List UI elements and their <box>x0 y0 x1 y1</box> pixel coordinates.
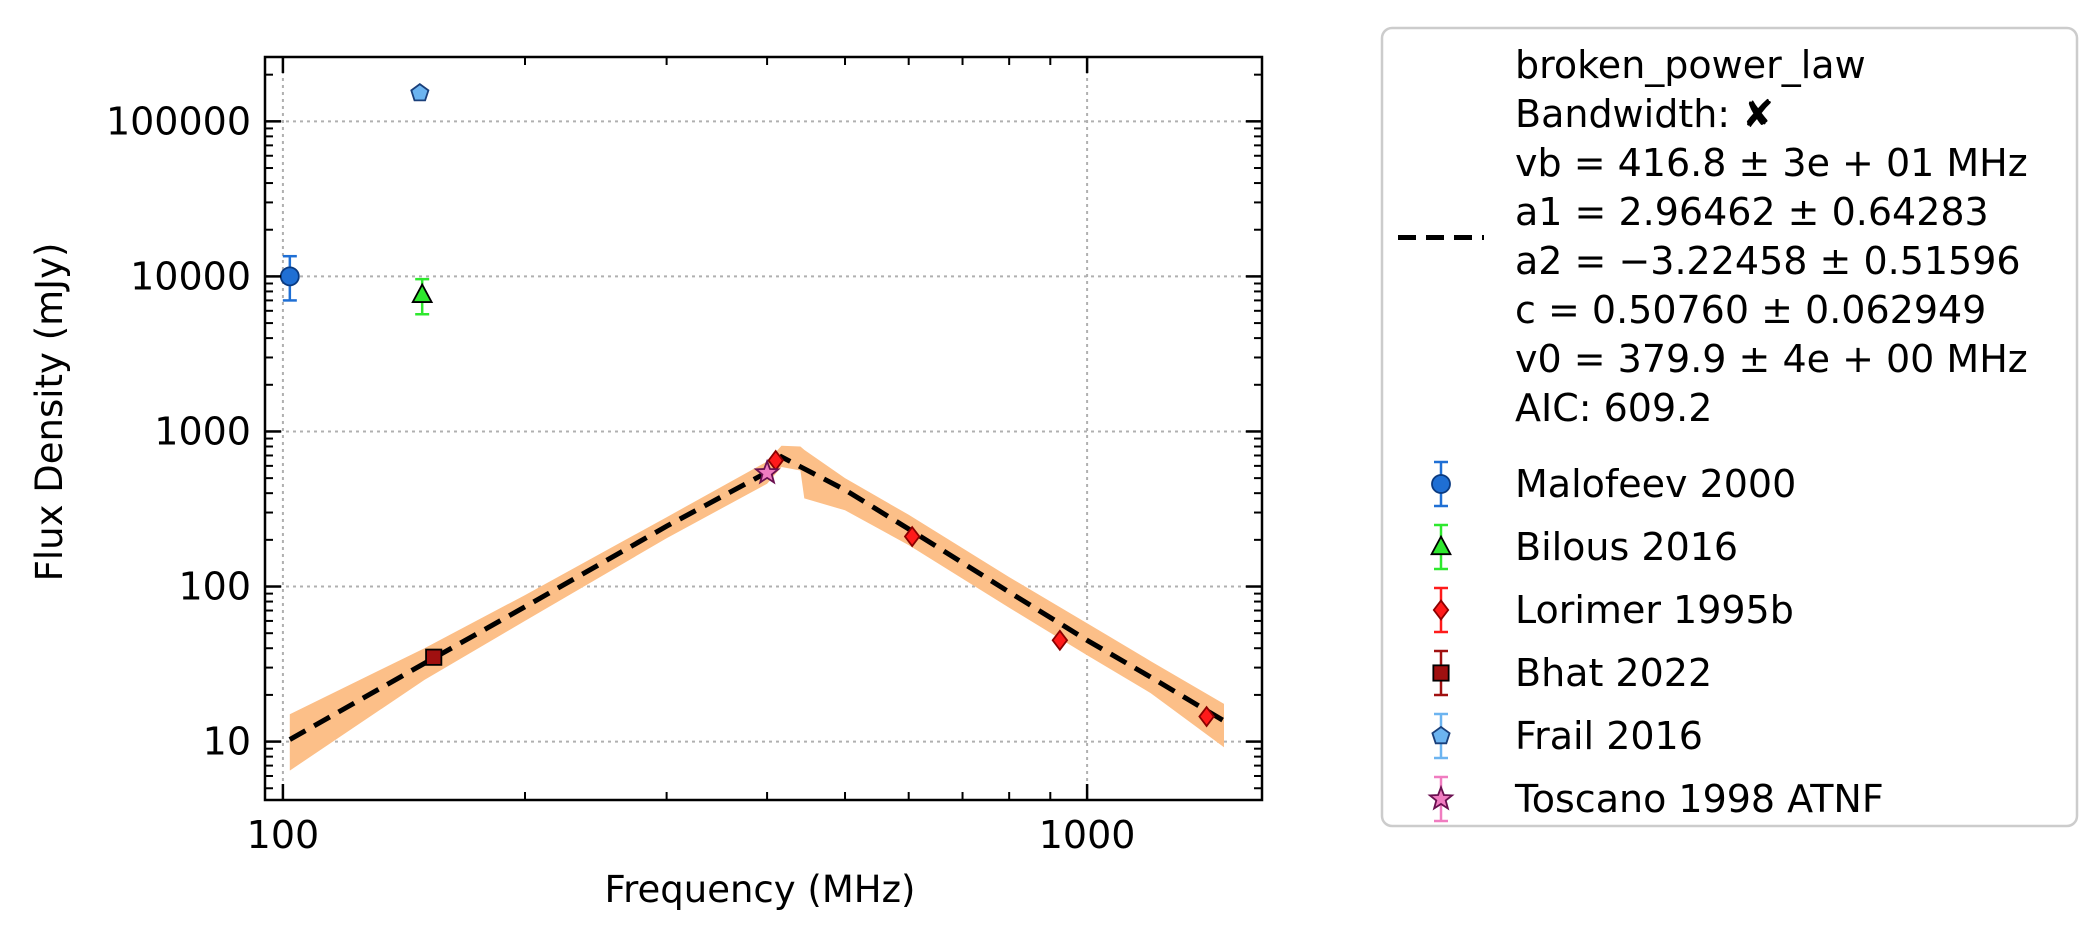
legend-fit-text-line: c = 0.50760 ± 0.062949 <box>1515 288 1986 332</box>
legend-marker <box>1430 534 1452 556</box>
data-point <box>410 82 430 102</box>
series-1 <box>411 277 434 316</box>
data-point <box>279 266 300 287</box>
data-point <box>425 648 443 666</box>
legend-marker <box>1431 725 1451 745</box>
legend-label: Toscano 1998 ATNF <box>1514 777 1884 821</box>
legend-marker <box>1427 784 1455 811</box>
legend-fit-text-line: a1 = 2.96462 ± 0.64283 <box>1515 190 1989 234</box>
legend-entry: Malofeev 2000 <box>1431 460 1796 508</box>
plot-area <box>265 57 1262 800</box>
fit-uncertainty-band <box>289 445 1224 771</box>
data-point <box>1051 629 1069 652</box>
plot-content <box>265 57 1262 800</box>
data-point <box>1198 705 1215 728</box>
fit-line <box>288 453 1226 742</box>
legend-label: Frail 2016 <box>1515 714 1703 758</box>
legend-fit-text-line: AIC: 609.2 <box>1515 386 1712 430</box>
legend-box <box>1380 26 2079 828</box>
data-point <box>903 525 921 548</box>
x-tick-label: 100 <box>247 813 320 857</box>
y-tick-label: 10000 <box>130 254 251 298</box>
legend-label: Bhat 2022 <box>1515 651 1712 695</box>
y-tick-label: 10 <box>203 720 251 764</box>
legend-marker <box>1432 599 1450 621</box>
y-tick-label: 100 <box>178 565 251 609</box>
legend-entry: Toscano 1998 ATNF <box>1427 775 1884 823</box>
data-point <box>411 282 434 303</box>
legend-entry: Frail 2016 <box>1431 712 1703 760</box>
legend-entry-fit: broken_power_law Bandwidth: ✘ vb = 416.8 ±… <box>1398 43 2028 430</box>
legend-marker <box>1432 664 1450 682</box>
plot-frame <box>263 55 1264 802</box>
legend-entry: Bhat 2022 <box>1432 649 1712 697</box>
series-0 <box>279 254 300 302</box>
y-axis-label: Flux Density (mJy) <box>28 243 71 582</box>
legend-label: Bilous 2016 <box>1515 525 1738 569</box>
x-axis-label: Frequency (MHz) <box>605 868 916 911</box>
legend-fit-text-line: vb = 416.8 ± 3e + 01 MHz <box>1515 141 2028 185</box>
y-tick-label: 1000 <box>154 409 251 453</box>
data-point <box>753 458 781 485</box>
axes: 100 1000 10 100 1000 10000 100000 <box>106 55 1264 857</box>
series-4 <box>410 82 430 102</box>
legend-label: Malofeev 2000 <box>1515 462 1796 506</box>
legend: broken_power_law Bandwidth: ✘ vb = 416.8 ±… <box>1380 26 2079 828</box>
legend-label: Lorimer 1995b <box>1515 588 1794 632</box>
legend-fit-text-line: v0 = 379.9 ± 4e + 00 MHz <box>1515 337 2028 381</box>
legend-marker <box>1431 474 1451 494</box>
y-tick-label: 100000 <box>106 99 251 143</box>
legend-entry: Bilous 2016 <box>1430 523 1738 571</box>
x-tick-label: 1000 <box>1039 813 1136 857</box>
legend-fit-text-line: Bandwidth: ✘ <box>1515 92 1774 136</box>
legend-fit-text-line: broken_power_law <box>1515 43 1866 87</box>
legend-fit-text-line: a2 = −3.22458 ± 0.51596 <box>1515 239 2021 283</box>
series-3 <box>425 648 443 666</box>
series-5 <box>753 458 781 485</box>
legend-entry: Lorimer 1995b <box>1432 586 1794 634</box>
